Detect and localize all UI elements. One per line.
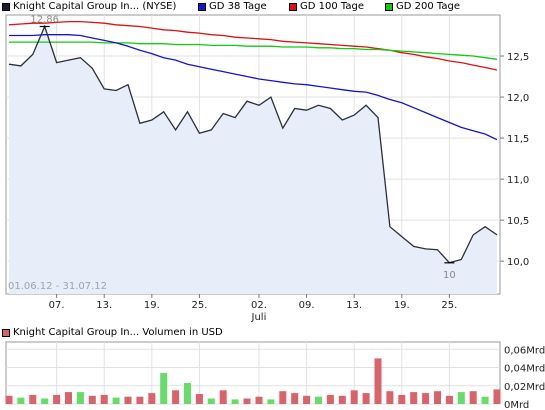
date-range-label: 01.06.12 - 31.07.12 [8,281,107,292]
volume-y-tick-label: 0,04Mrd [504,364,545,375]
volume-bar [362,393,370,404]
x-tick-label: 13. [346,300,362,311]
volume-bar [410,392,418,404]
volume-bar [279,391,287,404]
volume-bar [469,391,477,404]
volume-legend-label: Knight Capital Group In... Volumen in US… [13,327,223,338]
volume-bar [326,394,334,404]
volume-bar [41,398,49,404]
y-tick-label: 10,5 [507,216,529,227]
volume-bar [231,399,239,404]
volume-bar [291,393,299,404]
volume-bar [255,396,263,404]
volume-bar [160,373,168,404]
volume-bar [112,397,120,404]
volume-bar [267,399,275,404]
legend-label-gd100: GD 100 Tage [300,1,364,12]
volume-bar [148,393,156,404]
volume-bar [219,390,227,404]
volume-bar [88,395,96,404]
volume-y-tick-label: 0Mrd [504,400,529,410]
volume-bar [315,396,322,404]
x-tick-label: 13. [96,300,112,311]
volume-bar [338,395,346,404]
y-tick-label: 11,5 [507,134,529,145]
volume-y-tick-label: 0,02Mrd [504,382,545,393]
x-tick-label: 09. [299,300,315,311]
volume-bar [386,391,394,404]
x-secondary-label: Juli [251,312,267,323]
volume-bar [17,397,25,404]
price-chart: 12,5 12,0 11,5 11,0 10,5 10,0 07. 13. 19. 25. 02. 0… [5,14,529,323]
legend-label-price: Knight Capital Group In... (NYSE) [13,1,177,12]
volume-bar [195,394,203,404]
volume-bar [445,395,453,404]
volume-bar [422,393,430,404]
high-annotation: 12,86 [30,14,59,25]
volume-bar [100,394,108,404]
volume-bar [350,390,358,404]
volume-y-tick-label: 0,06Mrd [504,345,545,356]
x-tick-label: 19. [144,300,160,311]
legend-swatch-price [2,3,10,11]
legend-label-gd200: GD 200 Tage [396,1,460,12]
volume-chart: 0,06Mrd 0,04Mrd 0,02Mrd 0Mrd [5,341,545,410]
volume-bar [493,389,501,404]
volume-bar [29,394,37,404]
volume-legend-swatch [2,329,10,337]
volume-bar [53,394,61,404]
gd200-series-line [9,41,498,60]
legend-label-gd38: GD 38 Tage [209,1,267,12]
volume-bar [5,395,13,404]
volume-bar [481,396,489,404]
legend-swatch-gd100 [289,3,297,11]
x-tick-label: 19. [394,300,410,311]
volume-bar [76,392,84,404]
gd38-series-line [9,34,498,141]
volume-bar [434,391,441,404]
volume-bar [136,396,144,404]
y-tick-label: 11,0 [507,175,529,186]
y-tick-label: 10,0 [507,257,529,268]
volume-bar [398,394,406,404]
volume-bar [172,390,180,404]
x-tick-label: 07. [49,300,65,311]
low-annotation: 10 [443,270,456,281]
volume-bar [65,392,72,404]
volume-plot-area [5,341,501,405]
legend-swatch-gd38 [198,3,206,11]
x-tick-label: 25. [191,300,207,311]
x-tick-label: 02. [251,300,267,311]
volume-bar [124,396,132,404]
y-tick-label: 12,0 [507,93,529,104]
volume-bar [303,395,311,404]
price-area-fill [9,26,497,294]
legend-swatch-gd200 [385,3,393,11]
volume-bar [374,358,382,404]
gd100-series-line [8,20,498,71]
volume-bar [457,392,465,404]
y-tick-label: 12,5 [507,52,529,63]
volume-bar [243,398,251,404]
price-series-line [8,24,498,264]
volume-bar [207,398,215,404]
volume-bar [184,383,191,404]
x-tick-label: 25. [441,300,457,311]
